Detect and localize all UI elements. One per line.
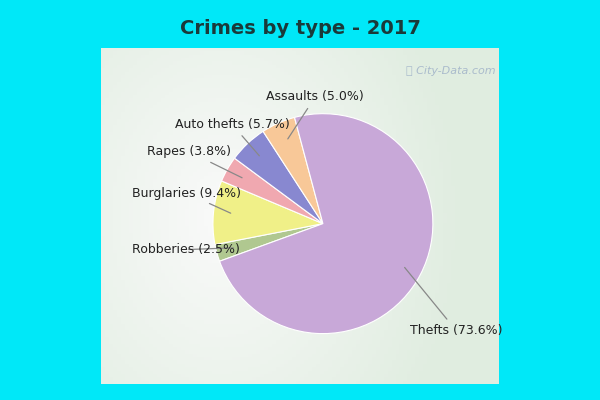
Text: Crimes by type - 2017: Crimes by type - 2017 bbox=[179, 18, 421, 38]
Text: Assaults (5.0%): Assaults (5.0%) bbox=[266, 90, 364, 139]
Text: Burglaries (9.4%): Burglaries (9.4%) bbox=[132, 186, 241, 213]
Text: Rapes (3.8%): Rapes (3.8%) bbox=[147, 145, 242, 178]
Wedge shape bbox=[221, 158, 323, 224]
Wedge shape bbox=[220, 114, 433, 334]
Text: Auto thefts (5.7%): Auto thefts (5.7%) bbox=[175, 118, 290, 156]
Text: Thefts (73.6%): Thefts (73.6%) bbox=[404, 268, 502, 337]
Text: Robberies (2.5%): Robberies (2.5%) bbox=[132, 243, 240, 256]
Wedge shape bbox=[263, 117, 323, 224]
Wedge shape bbox=[215, 224, 323, 261]
Wedge shape bbox=[213, 181, 323, 245]
Text: ⓘ City-Data.com: ⓘ City-Data.com bbox=[406, 66, 496, 76]
Wedge shape bbox=[235, 131, 323, 224]
